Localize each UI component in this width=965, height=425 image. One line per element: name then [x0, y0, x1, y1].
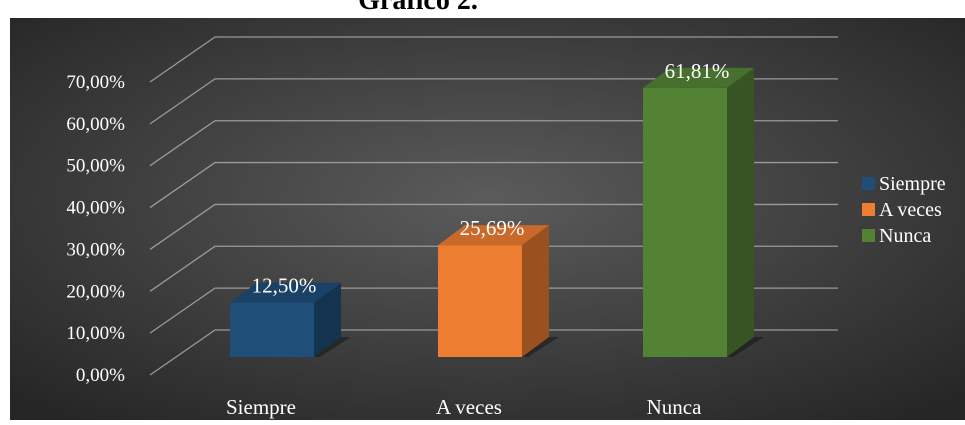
- bar-top-face: [643, 67, 754, 88]
- legend-item: A veces: [862, 199, 942, 221]
- legend: Siempre A veces Nunca: [862, 173, 946, 247]
- x-tick-label: Nunca: [647, 395, 702, 419]
- bar: 25,69%: [438, 216, 559, 357]
- legend-label: A veces: [879, 199, 942, 221]
- gridline: [149, 36, 838, 83]
- data-label: 61,81%: [665, 59, 730, 83]
- bar-front-face: [438, 245, 522, 357]
- bar-side-face: [727, 67, 754, 357]
- bars: 12,50% 25,69% 61,81%: [230, 59, 764, 357]
- bar-side-face: [522, 225, 549, 357]
- gridlines: [149, 36, 838, 376]
- legend-swatch: [862, 229, 875, 242]
- gridline: [149, 287, 838, 334]
- bar: 12,50%: [230, 274, 351, 357]
- y-tick-label: 10,00%: [66, 323, 125, 344]
- bar-front-face: [230, 302, 314, 357]
- gridline: [149, 203, 838, 250]
- bar-front-face: [643, 87, 727, 357]
- bar-side-face: [314, 282, 341, 357]
- chart-title: Gráfico 2.: [358, 0, 478, 16]
- data-label: 25,69%: [460, 216, 525, 240]
- y-tick-label: 20,00%: [66, 281, 125, 302]
- y-tick-label: 60,00%: [66, 114, 125, 135]
- bar-top-face: [438, 225, 549, 246]
- gridline: [149, 329, 838, 376]
- gridline: [149, 78, 838, 125]
- legend-swatch: [862, 177, 875, 190]
- y-tick-label: 0,00%: [76, 365, 125, 386]
- gridline: [149, 120, 838, 167]
- y-tick-label: 40,00%: [66, 198, 125, 219]
- bar: 61,81%: [643, 59, 764, 357]
- gridline: [149, 245, 838, 292]
- y-tick-label: 70,00%: [66, 72, 125, 93]
- x-tick-label: Siempre: [226, 395, 296, 419]
- legend-swatch: [862, 203, 875, 216]
- legend-item: Siempre: [862, 173, 946, 195]
- legend-label: Siempre: [879, 173, 946, 195]
- y-tick-label: 50,00%: [66, 156, 125, 177]
- legend-item: Nunca: [862, 225, 931, 247]
- y-axis-ticks: 0,00% 10,00% 20,00% 30,00% 40,00% 50,00% 60,00…: [66, 72, 125, 386]
- bar-top-face: [230, 282, 341, 303]
- data-label: 12,50%: [252, 274, 317, 298]
- legend-label: Nunca: [879, 225, 931, 247]
- x-axis-labels: Siempre A veces Nunca: [226, 395, 702, 419]
- y-tick-label: 30,00%: [66, 239, 125, 260]
- gridline: [149, 161, 838, 209]
- x-tick-label: A veces: [436, 395, 502, 419]
